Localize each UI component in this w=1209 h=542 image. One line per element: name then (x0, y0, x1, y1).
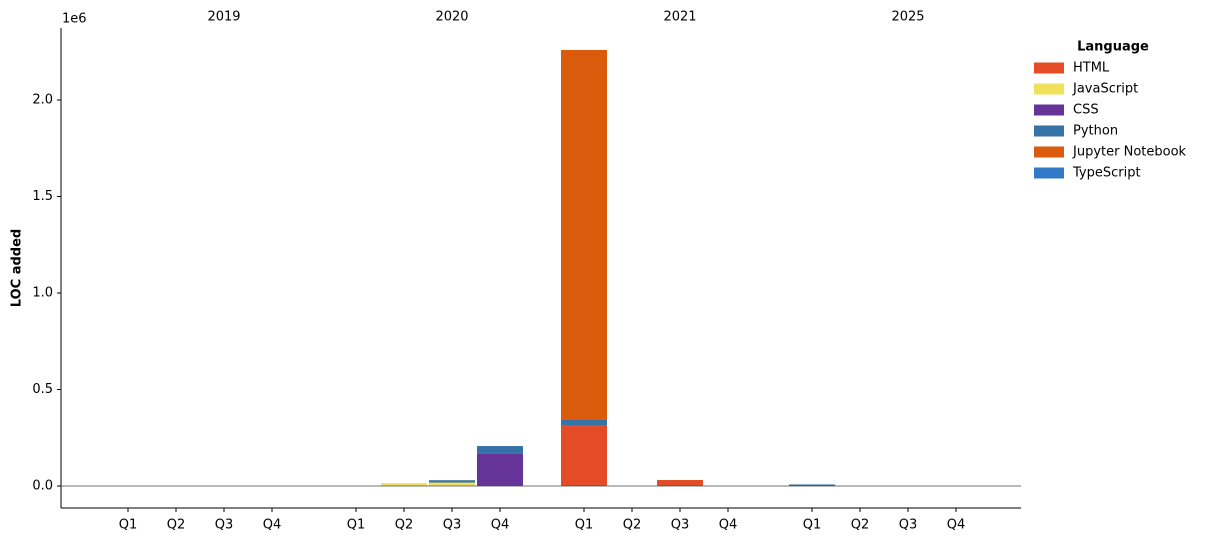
y-tick-label: 1.5 (32, 189, 53, 204)
legend-swatch (1034, 125, 1064, 137)
y-tick-label: 2.0 (32, 92, 53, 107)
bar-segment (561, 425, 607, 486)
bar-segment (429, 480, 475, 483)
x-tick-label: Q1 (119, 518, 138, 533)
x-tick-label: Q1 (575, 518, 594, 533)
legend-label: JavaScript (1072, 82, 1138, 97)
x-tick-label: Q3 (899, 518, 918, 533)
x-tick-label: Q1 (803, 518, 822, 533)
legend-title: Language (1077, 40, 1149, 55)
y-tick-label: 0.0 (32, 478, 53, 493)
x-tick-label: Q3 (215, 518, 234, 533)
legend-label: TypeScript (1072, 166, 1141, 181)
bar-segment (789, 484, 835, 486)
bar-segment (477, 446, 523, 454)
x-tick-label: Q2 (395, 518, 414, 533)
x-tick-label: Q4 (947, 518, 966, 533)
legend-swatch (1034, 62, 1064, 74)
bar-segment (477, 453, 523, 486)
legend-swatch (1034, 83, 1064, 95)
legend-swatch (1034, 104, 1064, 116)
x-tick-label: Q4 (491, 518, 510, 533)
y-axis-label: LOC added (10, 229, 25, 307)
y-offset-label: 1e6 (62, 12, 87, 27)
bar-segment (561, 419, 607, 426)
legend-label: CSS (1073, 103, 1099, 118)
legend-label: Python (1073, 124, 1118, 139)
legend-label: HTML (1073, 61, 1110, 76)
group-label: 2020 (435, 10, 468, 25)
x-tick-label: Q2 (167, 518, 186, 533)
bar-segment (561, 50, 607, 420)
x-tick-label: Q3 (671, 518, 690, 533)
x-tick-label: Q1 (347, 518, 366, 533)
group-label: 2021 (663, 10, 696, 25)
x-tick-label: Q4 (263, 518, 282, 533)
x-tick-label: Q2 (623, 518, 642, 533)
y-tick-label: 0.5 (32, 382, 53, 397)
legend-label: Jupyter Notebook (1072, 145, 1187, 160)
y-tick-label: 1.0 (32, 285, 53, 300)
legend-swatch (1034, 146, 1064, 158)
x-tick-label: Q4 (719, 518, 738, 533)
legend-swatch (1034, 167, 1064, 179)
bar-segment (381, 483, 427, 486)
bar-segment (657, 480, 703, 486)
group-label: 2019 (207, 10, 240, 25)
x-tick-label: Q3 (443, 518, 462, 533)
group-label: 2025 (891, 10, 924, 25)
bar-segment (429, 482, 475, 486)
x-tick-label: Q2 (851, 518, 870, 533)
